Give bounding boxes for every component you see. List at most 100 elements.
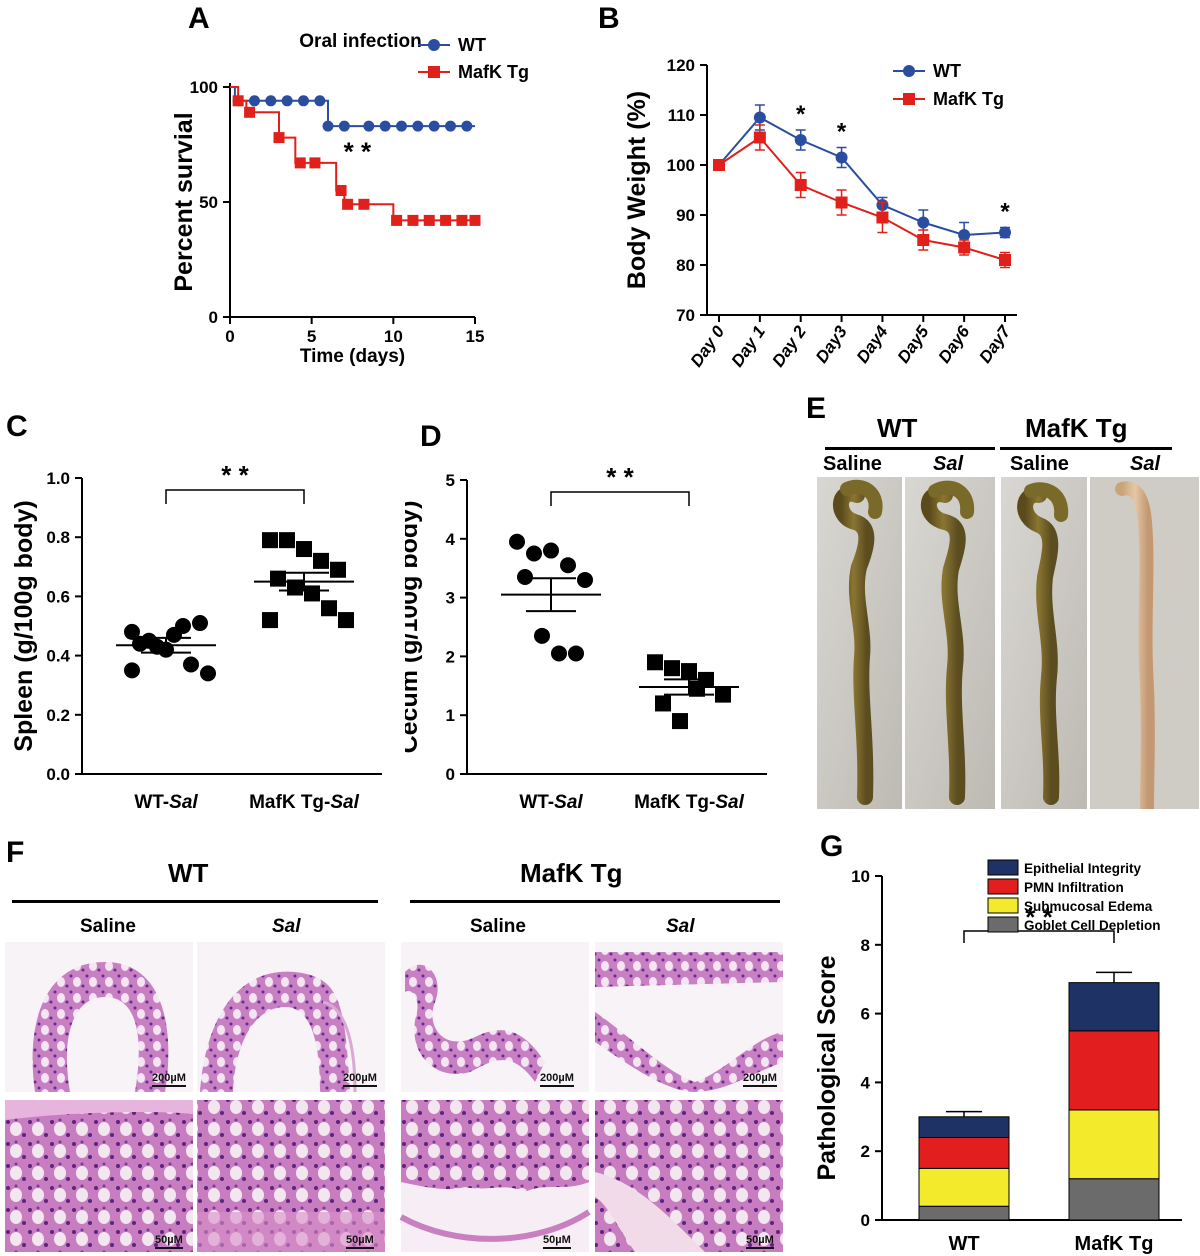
c-y-label: Spleen (g/100g body)	[10, 500, 38, 751]
scale-bar-1: 200µM	[152, 1072, 186, 1087]
a-point-mafk	[309, 157, 321, 169]
c-category-label: WT-	[134, 792, 169, 813]
g-y-tick-label: 6	[861, 1005, 870, 1024]
a-series-line-wt	[230, 86, 475, 128]
b-x-tick-label: Day6	[935, 322, 974, 367]
g-bar-epithelial-integrity	[918, 1116, 1010, 1138]
b-y-tick-label: 80	[676, 256, 695, 275]
a-point-mafk	[294, 157, 306, 169]
a-legend-marker	[428, 66, 440, 78]
panel-e-sub-2: Sal	[933, 453, 964, 475]
scale-bar-5: 50µM	[155, 1234, 183, 1249]
a-x-tick-label: 10	[384, 327, 403, 346]
c-point	[183, 656, 199, 673]
panel-e-sub-4: Sal	[1130, 453, 1161, 475]
c-point	[330, 561, 346, 578]
c-point	[132, 635, 148, 652]
scale-bar-8: 50µM	[746, 1234, 774, 1249]
a-point-wt	[461, 120, 473, 132]
g-x-tick-label: MafK Tg	[1075, 1233, 1154, 1255]
b-y-tick-label: 110	[668, 106, 695, 125]
a-y-tick-label: 50	[199, 193, 218, 212]
panel-f-sub-1: Saline	[80, 916, 136, 937]
chart-a-survival: 0 5 10 15 0 50 100 Oral infection Time (days) Per…	[170, 31, 529, 367]
b-point-mafk	[999, 254, 1011, 266]
g-bar-pmn-infiltration	[918, 1136, 1010, 1169]
c-category-suffix: Sal	[169, 792, 198, 813]
b-y-tick-label: 90	[676, 206, 695, 225]
panel-f-sub-4: Sal	[666, 916, 695, 937]
b-x-tick-label: Day 2	[768, 322, 810, 371]
g-legend-label: Epithelial Integrity	[1024, 861, 1142, 876]
d-point	[715, 686, 731, 703]
a-point-mafk	[407, 214, 419, 226]
a-point-wt	[379, 120, 391, 132]
d-y-label: Cecum (g/100g body)	[405, 501, 423, 754]
scale-bar-2: 200µM	[343, 1072, 377, 1087]
panel-letter-b: B	[598, 2, 620, 35]
a-point-mafk	[244, 106, 256, 118]
a-point-wt	[322, 120, 334, 132]
d-point	[672, 713, 688, 730]
c-point	[296, 541, 312, 558]
g-legend-swatch	[987, 878, 1019, 895]
g-y-tick-label: 10	[851, 867, 870, 886]
b-y-label: Body Weight (%)	[623, 91, 651, 289]
c-point	[124, 662, 140, 679]
chart-c-spleen: 0.0 0.2 0.4 0.6 0.8 1.0 Spleen (g/100g body) WT…	[10, 460, 382, 813]
d-point	[517, 569, 533, 586]
scale-bar-4: 200µM	[743, 1072, 777, 1087]
b-x-tick-label: Day3	[812, 322, 851, 367]
a-point-wt	[396, 120, 407, 132]
a-point-wt	[281, 95, 293, 107]
a-x-tick-label: 15	[466, 327, 485, 346]
a-legend-marker	[428, 39, 440, 51]
panel-letter-f: F	[6, 836, 25, 869]
d-point	[534, 627, 550, 644]
b-significance: *	[796, 101, 806, 128]
a-point-wt	[298, 95, 309, 107]
b-x-tick-label: Day7	[975, 321, 1015, 366]
b-legend-marker	[903, 93, 915, 105]
histology-images	[5, 942, 783, 1252]
d-point	[568, 645, 584, 662]
g-legend-swatch	[987, 916, 1019, 933]
g-y-tick-label: 2	[861, 1142, 870, 1161]
d-y-tick-label: 1	[446, 706, 455, 725]
g-significance: * *	[1025, 902, 1053, 932]
d-point	[681, 663, 697, 680]
c-point	[124, 623, 140, 640]
b-legend-label: MafK Tg	[933, 89, 1004, 109]
d-y-tick-label: 3	[446, 589, 455, 608]
c-category-label: MafK Tg-	[249, 792, 330, 813]
b-significance: *	[1000, 199, 1010, 226]
g-bar-submucosal-edema	[918, 1167, 1010, 1207]
panel-letter-a: A	[188, 2, 210, 35]
b-x-tick-label: Day5	[894, 322, 933, 367]
b-series-line-wt	[718, 116, 1006, 237]
panel-f-sub-3: Saline	[470, 916, 526, 937]
a-y-tick-label: 100	[190, 78, 218, 97]
a-significance: * *	[344, 137, 372, 167]
b-point-mafk	[713, 159, 725, 171]
b-x-tick-label: Day4	[853, 322, 892, 367]
c-point	[200, 665, 216, 682]
panel-f-group-wt: WT	[168, 858, 209, 888]
c-y-tick-label: 0.8	[46, 528, 70, 547]
d-x-tick-label: WT-Sal	[519, 792, 583, 813]
d-point	[664, 660, 680, 677]
panel-e-group-mafk: MafK Tg	[1025, 413, 1128, 443]
d-point	[509, 533, 525, 550]
b-x-tick-label: Day 1	[728, 322, 770, 370]
c-point	[262, 612, 278, 629]
a-point-mafk	[335, 185, 347, 196]
d-category-label: MafK Tg-	[634, 792, 715, 813]
panel-e-sub-1: Saline	[823, 453, 882, 475]
b-legend-marker	[903, 65, 915, 77]
cecum-photos	[817, 477, 1199, 809]
c-x-tick-label: WT-Sal	[134, 792, 198, 813]
d-category-suffix: Sal	[554, 792, 583, 813]
panel-e-mafk-bar	[1000, 447, 1172, 450]
b-point-mafk	[958, 241, 971, 254]
